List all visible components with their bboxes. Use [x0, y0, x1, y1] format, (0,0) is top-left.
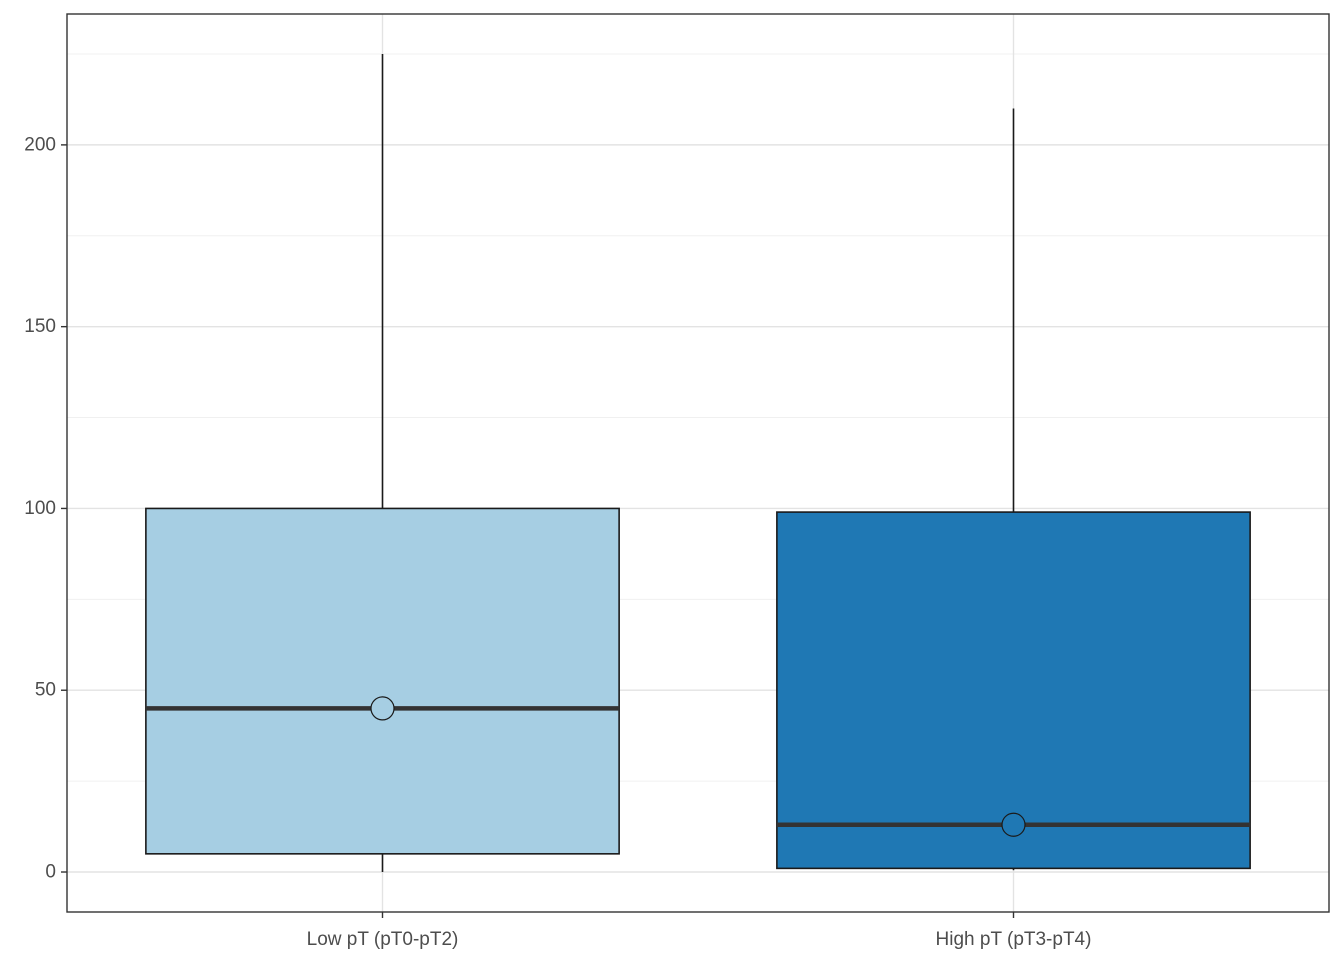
y-axis: 0 50 100 150 200 — [24, 134, 67, 883]
y-tick-label: 150 — [24, 316, 56, 337]
plot-border — [66, 13, 1330, 913]
y-tick-label: 0 — [45, 862, 56, 883]
box — [145, 507, 620, 855]
x-tick-label: Low pT (pT0-pT2) — [307, 929, 459, 950]
box — [776, 511, 1251, 870]
box-group — [145, 53, 620, 873]
x-axis: Low pT (pT0-pT2) High pT (pT3-pT4) — [307, 912, 1092, 950]
y-tick-label: 50 — [35, 680, 56, 701]
median-point — [1001, 812, 1026, 837]
median-point — [370, 696, 395, 721]
y-tick-label: 100 — [24, 498, 56, 519]
y-tick-label: 200 — [24, 134, 56, 155]
box-group — [776, 108, 1251, 871]
boxes-layer — [145, 53, 1251, 873]
x-tick-label: High pT (pT3-pT4) — [936, 929, 1092, 950]
